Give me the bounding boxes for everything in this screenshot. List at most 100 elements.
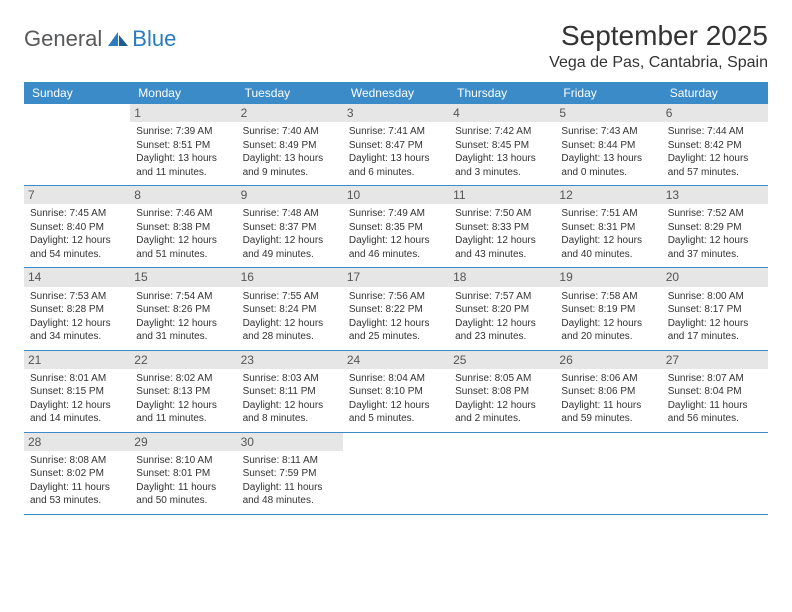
sunrise-text: Sunrise: 7:56 AM <box>349 290 443 304</box>
calendar-cell: 30Sunrise: 8:11 AMSunset: 7:59 PMDayligh… <box>237 433 343 514</box>
weekday-header: Monday <box>130 82 236 104</box>
sunrise-text: Sunrise: 8:00 AM <box>668 290 762 304</box>
calendar-cell: 5Sunrise: 7:43 AMSunset: 8:44 PMDaylight… <box>555 104 661 185</box>
sunset-text: Sunset: 8:37 PM <box>243 221 337 235</box>
daylight-text: Daylight: 13 hours and 0 minutes. <box>561 152 655 179</box>
calendar-cell: 19Sunrise: 7:58 AMSunset: 8:19 PMDayligh… <box>555 268 661 349</box>
sunrise-text: Sunrise: 7:58 AM <box>561 290 655 304</box>
sunset-text: Sunset: 8:51 PM <box>136 139 230 153</box>
daylight-text: Daylight: 12 hours and 5 minutes. <box>349 399 443 426</box>
daylight-text: Daylight: 11 hours and 56 minutes. <box>668 399 762 426</box>
day-number: 23 <box>237 351 343 369</box>
day-number: 20 <box>662 268 768 286</box>
sunrise-text: Sunrise: 7:43 AM <box>561 125 655 139</box>
calendar-cell: 20 Sunrise: 8:00 AMSunset: 8:17 PMDayligh… <box>662 268 768 349</box>
sunrise-text: Sunrise: 7:51 AM <box>561 207 655 221</box>
sunset-text: Sunset: 8:38 PM <box>136 221 230 235</box>
sunset-text: Sunset: 8:08 PM <box>455 385 549 399</box>
calendar-cell: 27Sunrise: 8:07 AMSunset: 8:04 PMDayligh… <box>662 351 768 432</box>
calendar-cell: 16Sunrise: 7:55 AMSunset: 8:24 PMDayligh… <box>237 268 343 349</box>
day-number: 1 <box>130 104 236 122</box>
calendar-cell: 6Sunrise: 7:44 AMSunset: 8:42 PMDaylight… <box>662 104 768 185</box>
daylight-text: Daylight: 12 hours and 43 minutes. <box>455 234 549 261</box>
daylight-text: Daylight: 12 hours and 2 minutes. <box>455 399 549 426</box>
sunset-text: Sunset: 8:31 PM <box>561 221 655 235</box>
day-number: 4 <box>449 104 555 122</box>
location-label: Vega de Pas, Cantabria, Spain <box>549 54 768 72</box>
calendar-cell: 4Sunrise: 7:42 AMSunset: 8:45 PMDaylight… <box>449 104 555 185</box>
daylight-text: Daylight: 13 hours and 6 minutes. <box>349 152 443 179</box>
day-number: 11 <box>449 186 555 204</box>
day-number: 6 <box>662 104 768 122</box>
sunset-text: Sunset: 8:33 PM <box>455 221 549 235</box>
daylight-text: Daylight: 12 hours and 51 minutes. <box>136 234 230 261</box>
sunset-text: Sunset: 8:13 PM <box>136 385 230 399</box>
calendar-cell: 8Sunrise: 7:46 AMSunset: 8:38 PMDaylight… <box>130 186 236 267</box>
calendar-page: General Blue September 2025 Vega de Pas,… <box>0 0 792 535</box>
calendar-cell: 2Sunrise: 7:40 AMSunset: 8:49 PMDaylight… <box>237 104 343 185</box>
sunset-text: Sunset: 8:47 PM <box>349 139 443 153</box>
day-number: 22 <box>130 351 236 369</box>
sunrise-text: Sunrise: 8:05 AM <box>455 372 549 386</box>
sunset-text: Sunset: 8:17 PM <box>668 303 762 317</box>
sunrise-text: Sunrise: 7:52 AM <box>668 207 762 221</box>
day-number: 25 <box>449 351 555 369</box>
daylight-text: Daylight: 12 hours and 37 minutes. <box>668 234 762 261</box>
calendar-cell: 28Sunrise: 8:08 AMSunset: 8:02 PMDayligh… <box>24 433 130 514</box>
day-number: 30 <box>237 433 343 451</box>
sunset-text: Sunset: 8:28 PM <box>30 303 124 317</box>
weekday-header: Friday <box>555 82 661 104</box>
daylight-text: Daylight: 12 hours and 34 minutes. <box>30 317 124 344</box>
logo-text-blue: Blue <box>132 26 176 52</box>
calendar-cell: 3Sunrise: 7:41 AMSunset: 8:47 PMDaylight… <box>343 104 449 185</box>
day-number: 27 <box>662 351 768 369</box>
daylight-text: Daylight: 12 hours and 17 minutes. <box>668 317 762 344</box>
daylight-text: Daylight: 12 hours and 20 minutes. <box>561 317 655 344</box>
month-title: September 2025 <box>549 20 768 52</box>
day-number: 8 <box>130 186 236 204</box>
page-header: General Blue September 2025 Vega de Pas,… <box>24 20 768 72</box>
day-number: 14 <box>24 268 130 286</box>
weekday-header: Thursday <box>449 82 555 104</box>
sunrise-text: Sunrise: 7:55 AM <box>243 290 337 304</box>
day-number: 19 <box>555 268 661 286</box>
day-number: 10 <box>343 186 449 204</box>
sunrise-text: Sunrise: 7:39 AM <box>136 125 230 139</box>
daylight-text: Daylight: 12 hours and 8 minutes. <box>243 399 337 426</box>
calendar-week: 7Sunrise: 7:45 AMSunset: 8:40 PMDaylight… <box>24 186 768 268</box>
daylight-text: Daylight: 12 hours and 31 minutes. <box>136 317 230 344</box>
daylight-text: Daylight: 11 hours and 59 minutes. <box>561 399 655 426</box>
sunset-text: Sunset: 8:22 PM <box>349 303 443 317</box>
day-number: 29 <box>130 433 236 451</box>
day-number: 18 <box>449 268 555 286</box>
sunset-text: Sunset: 8:10 PM <box>349 385 443 399</box>
sunrise-text: Sunrise: 8:04 AM <box>349 372 443 386</box>
day-number: 13 <box>662 186 768 204</box>
calendar-cell: 15Sunrise: 7:54 AMSunset: 8:26 PMDayligh… <box>130 268 236 349</box>
sunrise-text: Sunrise: 8:02 AM <box>136 372 230 386</box>
day-number: 12 <box>555 186 661 204</box>
daylight-text: Daylight: 12 hours and 11 minutes. <box>136 399 230 426</box>
daylight-text: Daylight: 12 hours and 28 minutes. <box>243 317 337 344</box>
calendar-cell: 13Sunrise: 7:52 AMSunset: 8:29 PMDayligh… <box>662 186 768 267</box>
sunrise-text: Sunrise: 8:01 AM <box>30 372 124 386</box>
day-number: 24 <box>343 351 449 369</box>
calendar-cell: 11Sunrise: 7:50 AMSunset: 8:33 PMDayligh… <box>449 186 555 267</box>
sunrise-text: Sunrise: 7:49 AM <box>349 207 443 221</box>
sunrise-text: Sunrise: 8:03 AM <box>243 372 337 386</box>
sunset-text: Sunset: 8:49 PM <box>243 139 337 153</box>
sunrise-text: Sunrise: 7:57 AM <box>455 290 549 304</box>
sunset-text: Sunset: 8:40 PM <box>30 221 124 235</box>
day-number: 15 <box>130 268 236 286</box>
sunrise-text: Sunrise: 7:48 AM <box>243 207 337 221</box>
day-number: 28 <box>24 433 130 451</box>
daylight-text: Daylight: 12 hours and 49 minutes. <box>243 234 337 261</box>
calendar-cell <box>24 104 130 185</box>
sunset-text: Sunset: 8:20 PM <box>455 303 549 317</box>
daylight-text: Daylight: 11 hours and 50 minutes. <box>136 481 230 508</box>
sunset-text: Sunset: 8:44 PM <box>561 139 655 153</box>
sunset-text: Sunset: 8:11 PM <box>243 385 337 399</box>
weekday-header: Sunday <box>24 82 130 104</box>
sunset-text: Sunset: 8:35 PM <box>349 221 443 235</box>
calendar-cell <box>662 433 768 514</box>
